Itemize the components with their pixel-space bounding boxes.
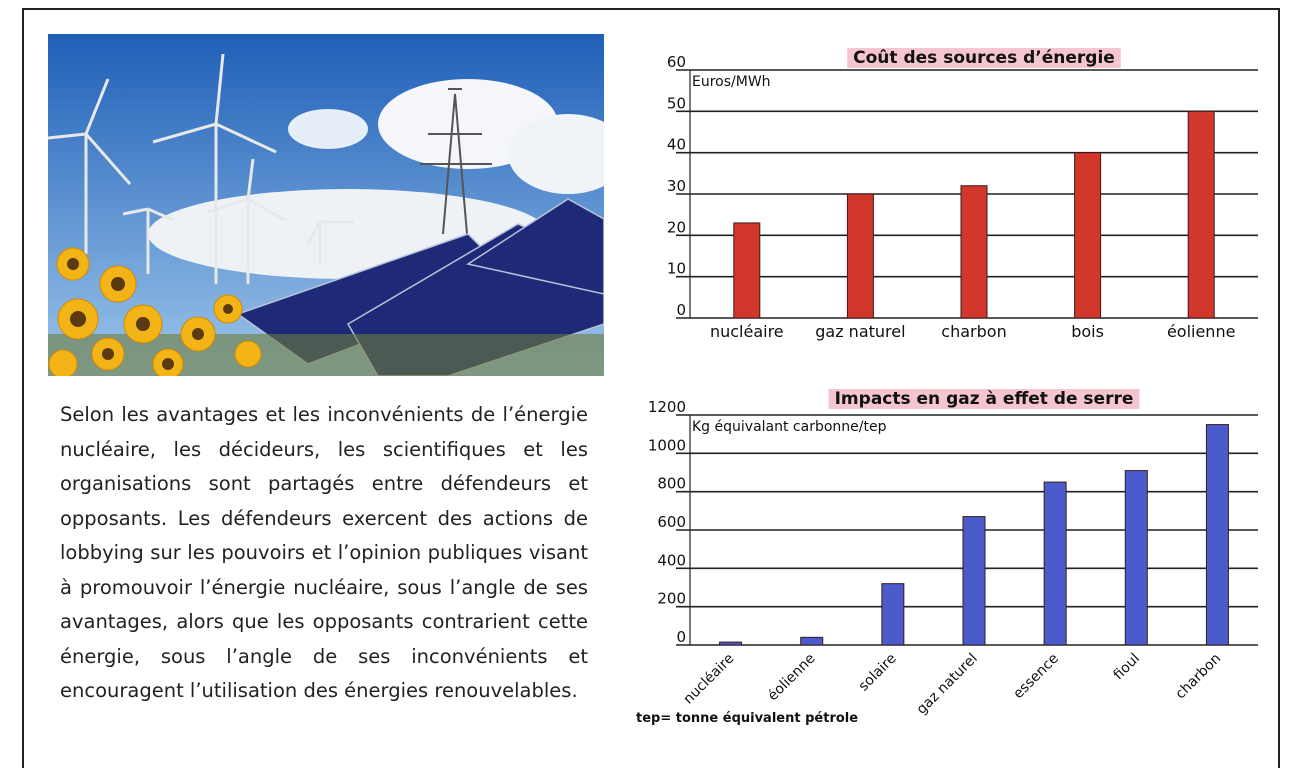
y-tick-label: 10 bbox=[667, 260, 686, 278]
charts: Coût des sources d’énergie 0 10 20 30 40 50 60 E… bbox=[0, 0, 1303, 760]
chart-title: Coût des sources d’énergie bbox=[853, 48, 1115, 68]
y-tick-label: 0 bbox=[676, 628, 686, 646]
bar bbox=[882, 584, 904, 645]
unit-label: Kg équivalant carbonne/tep bbox=[692, 419, 887, 435]
y-tick-label: 50 bbox=[667, 94, 686, 112]
y-tick-label: 200 bbox=[657, 590, 686, 608]
x-tick-label: nucléaire bbox=[680, 651, 737, 708]
x-tick-label: charbon bbox=[941, 322, 1006, 341]
bar bbox=[961, 186, 987, 318]
bar bbox=[801, 637, 823, 645]
bar bbox=[847, 194, 873, 318]
bar bbox=[734, 223, 760, 318]
y-tick-label: 1000 bbox=[648, 436, 686, 454]
y-tick-label: 40 bbox=[667, 136, 686, 154]
x-tick-label: solaire bbox=[856, 651, 900, 695]
page: Selon les avantages et les inconvénients… bbox=[0, 0, 1303, 760]
unit-label: Euros/MWh bbox=[692, 74, 771, 90]
bar bbox=[1206, 425, 1228, 645]
bar bbox=[1188, 111, 1214, 318]
y-tick-label: 600 bbox=[657, 513, 686, 531]
bar bbox=[720, 642, 742, 645]
y-tick-label: 30 bbox=[667, 177, 686, 195]
x-tick-label: éolienne bbox=[765, 651, 819, 705]
chart-title: Impacts en gaz à effet de serre bbox=[835, 389, 1134, 409]
x-tick-label: essence bbox=[1010, 651, 1062, 703]
bar bbox=[1044, 482, 1066, 645]
x-tick-label: nucléaire bbox=[710, 322, 784, 341]
y-tick-label: 800 bbox=[657, 475, 686, 493]
bar bbox=[1075, 153, 1101, 318]
x-tick-label: gaz naturel bbox=[914, 651, 981, 718]
x-tick-label: fioul bbox=[1110, 651, 1143, 684]
y-tick-label: 400 bbox=[657, 551, 686, 569]
bar bbox=[1125, 471, 1147, 645]
y-tick-label: 60 bbox=[667, 53, 686, 71]
y-tick-label: 20 bbox=[667, 218, 686, 236]
x-tick-label: éolienne bbox=[1167, 322, 1236, 341]
y-tick-label: 0 bbox=[676, 301, 686, 319]
y-tick-label: 1200 bbox=[648, 398, 686, 416]
x-tick-label: charbon bbox=[1172, 651, 1224, 703]
bar bbox=[963, 517, 985, 645]
note: tep= tonne équivalent pétrole bbox=[636, 711, 858, 726]
x-tick-label: bois bbox=[1071, 322, 1104, 341]
x-tick-label: gaz naturel bbox=[815, 322, 905, 341]
